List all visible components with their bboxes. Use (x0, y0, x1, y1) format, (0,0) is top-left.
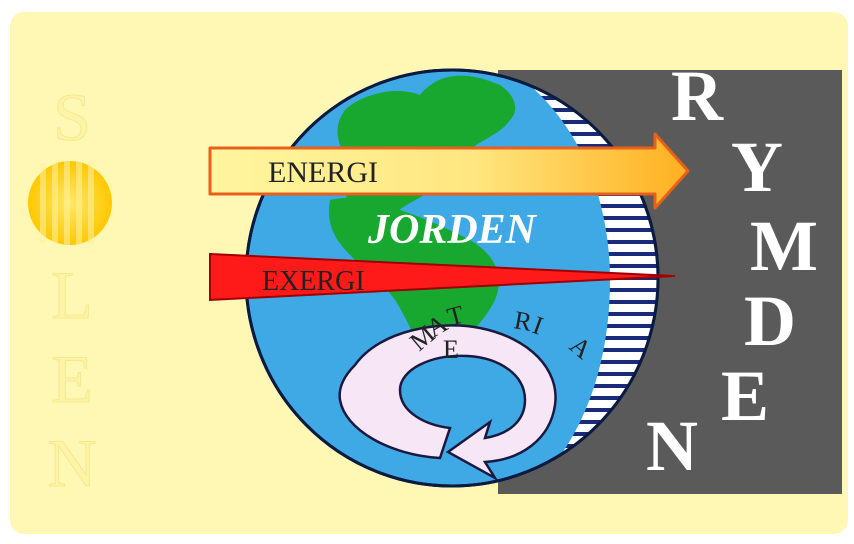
sun-letter: N (47, 425, 96, 501)
matter-letter: R (512, 305, 535, 337)
space-letter: D (744, 281, 796, 361)
energy-label: ENERGI (268, 156, 378, 189)
sun-letter: L (51, 257, 93, 333)
sun-label: S O L E N (47, 79, 97, 502)
matter-letter: T (444, 300, 467, 332)
matter-letter: E (443, 335, 459, 364)
space-letter: N (646, 406, 698, 486)
sun-letter: E (51, 341, 93, 417)
earth-label: JORDEN (367, 207, 538, 253)
space-label: R Y M D E N (646, 56, 818, 486)
energy-arrow: ENERGI (208, 132, 690, 210)
space-letter: E (721, 356, 769, 436)
space-letter: M (750, 206, 818, 286)
sun-letter: S (53, 79, 91, 155)
space-letter: R (671, 56, 724, 136)
exergy-wedge: EXERGI (209, 252, 676, 302)
space-letter: Y (731, 127, 783, 207)
cycle-arrow (338, 324, 557, 482)
exergy-label: EXERGI (262, 266, 365, 297)
sun-rays (40, 161, 94, 245)
